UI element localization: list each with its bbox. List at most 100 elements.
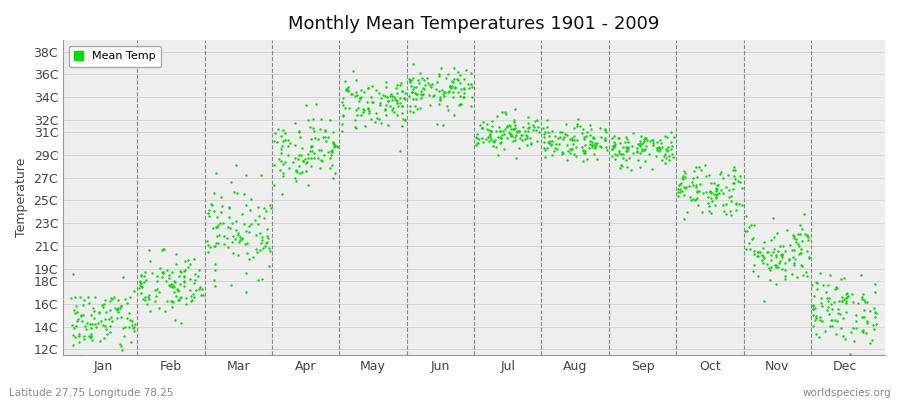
Point [156, 269, 170, 276]
Point [530, 116, 544, 123]
Point [91, 320, 105, 326]
Point [588, 140, 602, 146]
Point [103, 306, 117, 313]
Point [773, 252, 788, 258]
Point [163, 283, 177, 289]
Point [710, 190, 724, 197]
Point [530, 123, 544, 130]
Point [251, 204, 266, 210]
Point [718, 184, 733, 190]
Point [320, 134, 335, 140]
Point [394, 103, 409, 109]
Point [508, 137, 522, 143]
Point [409, 84, 423, 90]
Point [788, 256, 802, 262]
Point [485, 123, 500, 130]
Point [351, 105, 365, 112]
Point [847, 338, 861, 344]
Point [352, 98, 366, 104]
Point [829, 331, 843, 338]
Point [689, 188, 704, 194]
Point [283, 140, 297, 146]
Point [457, 90, 472, 96]
Point [775, 252, 789, 258]
Point [729, 201, 743, 207]
Point [232, 239, 247, 245]
Point [192, 267, 206, 273]
Point [272, 156, 286, 162]
Point [75, 318, 89, 324]
Point [824, 322, 839, 329]
Point [166, 282, 181, 288]
Point [188, 277, 202, 284]
Point [417, 77, 431, 84]
Point [276, 127, 291, 133]
Point [709, 182, 724, 188]
Point [201, 210, 215, 217]
Point [818, 328, 832, 334]
Point [734, 172, 748, 179]
Point [729, 200, 743, 206]
Point [384, 93, 399, 100]
Point [214, 208, 229, 215]
Point [149, 278, 164, 284]
Point [394, 88, 409, 94]
Point [142, 246, 157, 253]
Point [443, 83, 457, 90]
Point [122, 310, 136, 317]
Point [698, 162, 713, 168]
Point [717, 208, 732, 214]
Point [760, 249, 774, 255]
Point [824, 301, 838, 307]
Point [501, 122, 516, 128]
Point [229, 227, 243, 234]
Point [856, 313, 870, 320]
Point [424, 84, 438, 90]
Point [583, 122, 598, 128]
Point [379, 79, 393, 85]
Point [176, 273, 191, 280]
Point [354, 111, 368, 118]
Point [453, 72, 467, 78]
Point [292, 128, 306, 134]
Point [810, 286, 824, 292]
Point [176, 278, 191, 284]
Point [515, 131, 529, 138]
Point [305, 143, 320, 150]
Point [573, 123, 588, 129]
Point [658, 133, 672, 140]
Point [474, 125, 489, 131]
Point [292, 129, 306, 135]
Point [577, 149, 591, 156]
Point [292, 134, 307, 140]
Point [618, 148, 633, 154]
Point [576, 146, 590, 153]
Point [578, 142, 592, 148]
Point [255, 234, 269, 240]
Point [470, 131, 484, 137]
Point [243, 206, 257, 213]
Point [769, 254, 783, 260]
Point [225, 238, 239, 245]
Point [441, 106, 455, 113]
Point [867, 304, 881, 311]
Point [390, 112, 404, 118]
Point [834, 294, 849, 300]
Point [308, 135, 322, 142]
Point [856, 329, 870, 335]
Point [446, 89, 460, 95]
Point [600, 147, 615, 153]
Point [528, 126, 543, 133]
Point [374, 94, 388, 101]
Point [274, 158, 288, 164]
Point [824, 316, 839, 323]
Point [427, 92, 441, 98]
Point [166, 299, 180, 305]
Point [770, 252, 784, 258]
Point [97, 316, 112, 323]
Point [521, 120, 535, 126]
Point [77, 322, 92, 329]
Point [673, 180, 688, 186]
Point [780, 227, 795, 233]
Point [288, 167, 302, 174]
